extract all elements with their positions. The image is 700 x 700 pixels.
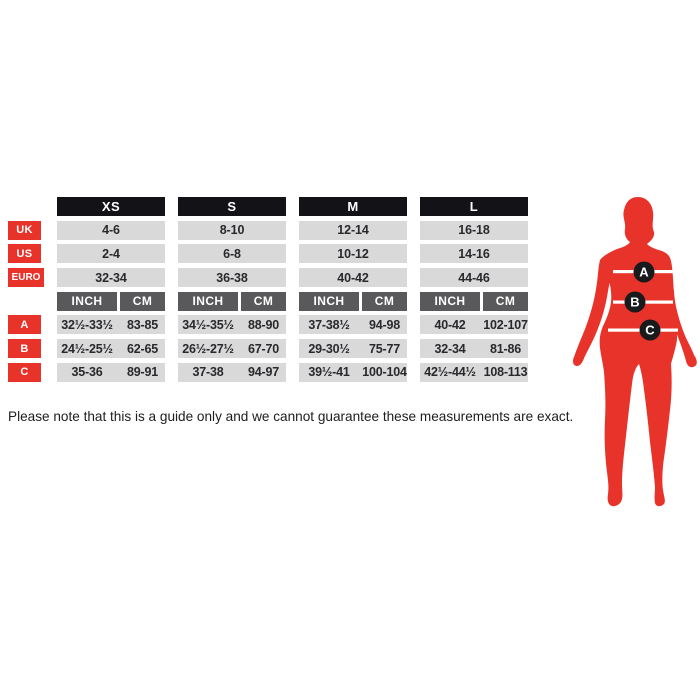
a-m: 37-38½ 94-98 <box>299 315 407 335</box>
row-c: C <box>8 362 44 382</box>
c-s: 37-38 94-97 <box>178 362 286 382</box>
us-s: 6-8 <box>178 244 286 264</box>
unit-row-spacer <box>8 292 44 311</box>
female-silhouette: A B C <box>573 197 697 507</box>
marker-a-circle <box>633 261 655 283</box>
size-header-l: L <box>420 197 528 216</box>
c-l: 42½-44½ 108-113 <box>420 362 528 382</box>
row-label-a: A <box>8 315 41 335</box>
row-euro: EURO <box>8 268 44 288</box>
uk-xs: 4-6 <box>57 220 165 240</box>
a-xs: 32½-33½ 83-85 <box>57 315 165 335</box>
marker-b-circle <box>624 291 646 313</box>
size-chart-table: XS S M L UK 4-6 8-10 12-14 16-18 US 2-4 … <box>8 197 528 382</box>
euro-xs: 32-34 <box>57 268 165 288</box>
cm-header: CM <box>120 291 165 311</box>
a-l: 40-42 102-107 <box>420 315 528 335</box>
euro-s: 36-38 <box>178 268 286 288</box>
silhouette-body <box>573 197 697 507</box>
euro-m: 40-42 <box>299 268 407 288</box>
row-uk: UK <box>8 220 44 240</box>
us-m: 10-12 <box>299 244 407 264</box>
a-s: 34½-35½ 88-90 <box>178 315 286 335</box>
row-label-b: B <box>8 339 41 359</box>
cm-header: CM <box>362 291 407 311</box>
b-xs: 24½-25½ 62-65 <box>57 339 165 359</box>
size-header-xs: XS <box>57 197 165 216</box>
row-a: A <box>8 315 44 335</box>
row-us: US <box>8 244 44 264</box>
uk-s: 8-10 <box>178 220 286 240</box>
unit-header-xs: INCH CM <box>57 291 165 311</box>
inch-header: INCH <box>57 291 117 311</box>
marker-c-circle <box>639 319 661 341</box>
inch-header: INCH <box>420 291 480 311</box>
cm-header: CM <box>241 291 286 311</box>
row-label-euro: EURO <box>8 268 44 288</box>
b-s: 26½-27½ 67-70 <box>178 339 286 359</box>
marker-b-label: B <box>630 295 639 310</box>
c-xs: 35-36 89-91 <box>57 362 165 382</box>
c-m: 39½-41 100-104 <box>299 362 407 382</box>
row-b: B <box>8 339 44 359</box>
marker-a-label: A <box>639 265 649 280</box>
inch-header: INCH <box>299 291 359 311</box>
corner-spacer <box>8 197 44 216</box>
euro-l: 44-46 <box>420 268 528 288</box>
unit-header-s: INCH CM <box>178 291 286 311</box>
disclaimer-note: Please note that this is a guide only an… <box>8 409 574 424</box>
b-m: 29-30½ 75-77 <box>299 339 407 359</box>
us-xs: 2-4 <box>57 244 165 264</box>
unit-header-m: INCH CM <box>299 291 407 311</box>
marker-c-label: C <box>645 323 655 338</box>
uk-l: 16-18 <box>420 220 528 240</box>
us-l: 14-16 <box>420 244 528 264</box>
unit-header-l: INCH CM <box>420 291 528 311</box>
size-header-m: M <box>299 197 407 216</box>
inch-header: INCH <box>178 291 238 311</box>
row-label-uk: UK <box>8 220 41 240</box>
row-label-c: C <box>8 362 41 382</box>
cm-header: CM <box>483 291 528 311</box>
row-label-us: US <box>8 244 41 264</box>
b-l: 32-34 81-86 <box>420 339 528 359</box>
size-header-s: S <box>178 197 286 216</box>
uk-m: 12-14 <box>299 220 407 240</box>
